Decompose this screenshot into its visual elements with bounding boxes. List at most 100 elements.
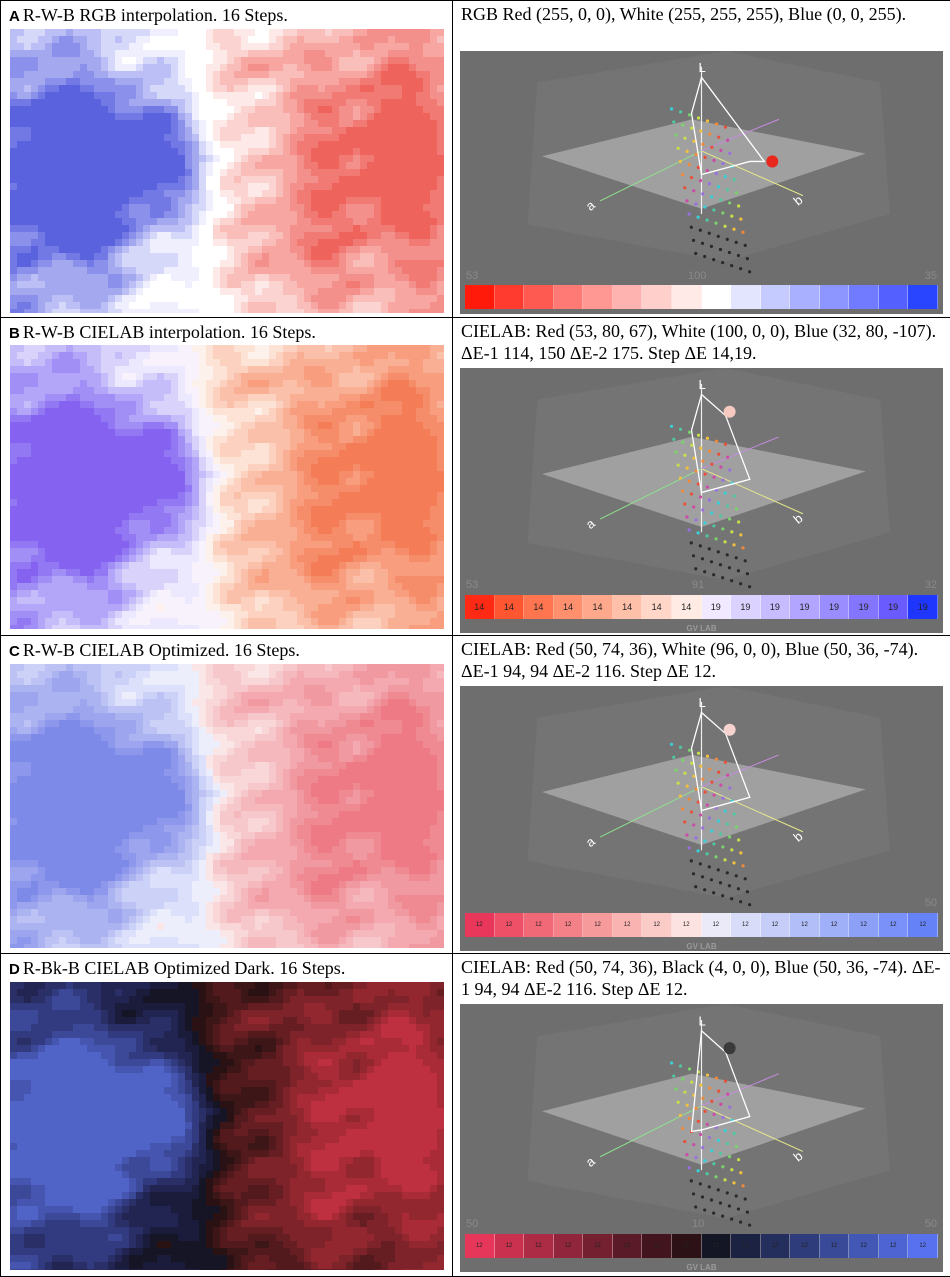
panel-c-gvlab: GV LAB: [460, 942, 943, 951]
panel-d-gvlab: GV LAB: [460, 1263, 943, 1272]
palette-marker: [724, 406, 736, 418]
panel-d-letter: D: [9, 961, 20, 978]
ramp-swatch: 12: [790, 1234, 820, 1258]
ramp-swatch: [879, 285, 909, 309]
ramp-swatch: 19: [849, 595, 879, 619]
ramp-swatch: 12: [613, 913, 643, 937]
ramp-swatch: 14: [672, 595, 702, 619]
ramp-swatch: 19: [702, 595, 732, 619]
ramp-swatch: [790, 285, 820, 309]
l-axis-label: L: [699, 695, 706, 710]
panel-a-corner-mid: 100: [688, 270, 706, 282]
panel-a-letter: A: [9, 8, 20, 25]
panel-a-corner-left: 53: [466, 270, 478, 282]
ramp-swatch: 12: [672, 1234, 702, 1258]
ramp-swatch: 12: [879, 913, 909, 937]
ramp-swatch: 12: [642, 1234, 672, 1258]
panel-d-description: CIELAB: Red (50, 74, 36), Black (4, 0, 0…: [453, 954, 950, 1000]
panel-c-contour-map: [10, 664, 444, 948]
panel-a-gamut-cell: RGB Red (255, 0, 0), White (255, 255, 25…: [453, 1, 950, 318]
ramp-swatch: 12: [554, 913, 584, 937]
palette-marker: [724, 724, 736, 736]
ramp-swatch: 12: [908, 913, 938, 937]
ramp-swatch: 19: [731, 595, 761, 619]
panel-b-corner-mid: 91: [692, 579, 704, 591]
panel-a-color-ramp: [465, 285, 938, 309]
ramp-swatch: 12: [583, 913, 613, 937]
panel-c-corner-right: 50: [925, 897, 937, 909]
ramp-swatch: 12: [465, 913, 495, 937]
panel-b-letter: B: [9, 325, 20, 342]
panel-b-corner-right: 32: [925, 579, 937, 591]
ramp-swatch: 12: [849, 913, 879, 937]
ramp-swatch: 12: [908, 1234, 938, 1258]
panel-d-corner-mid: 10: [692, 1218, 704, 1230]
ramp-swatch: 19: [879, 595, 909, 619]
ramp-swatch: [583, 285, 613, 309]
panel-d-contour-map: [10, 982, 444, 1270]
ramp-swatch: 12: [849, 1234, 879, 1258]
ramp-swatch: [849, 285, 879, 309]
panel-a-description: RGB Red (255, 0, 0), White (255, 255, 25…: [453, 1, 950, 25]
panel-c-caption-text: R-W-B CIELAB Optimized. 16 Steps.: [23, 640, 300, 660]
l-axis-label: L: [699, 60, 706, 75]
contour-cells: [10, 345, 444, 629]
ramp-swatch: 12: [583, 1234, 613, 1258]
ramp-swatch: 12: [731, 913, 761, 937]
ramp-swatch: 19: [790, 595, 820, 619]
ramp-swatch: 12: [465, 1234, 495, 1258]
l-axis-label: L: [699, 1013, 706, 1028]
ramp-swatch: [465, 285, 495, 309]
ramp-swatch: 12: [524, 913, 554, 937]
ramp-swatch: 19: [908, 595, 938, 619]
panel-d-corner-left: 50: [466, 1218, 478, 1230]
panel-b-caption-text: R-W-B CIELAB interpolation. 16 Steps.: [23, 322, 316, 342]
panel-b-gamut-cell: CIELAB: Red (53, 80, 67), White (100, 0,…: [453, 318, 950, 636]
ramp-swatch: 12: [879, 1234, 909, 1258]
ramp-swatch: 14: [613, 595, 643, 619]
panel-b-gvlab: GV LAB: [460, 624, 943, 633]
ramp-swatch: 12: [642, 913, 672, 937]
ramp-swatch: [524, 285, 554, 309]
panel-c-description: CIELAB: Red (50, 74, 36), White (96, 0, …: [453, 636, 950, 682]
panel-b-contour-map: [10, 345, 444, 629]
ramp-swatch: [702, 285, 732, 309]
panel-c-letter: C: [9, 643, 20, 660]
ramp-swatch: [820, 285, 850, 309]
ramp-swatch: [613, 285, 643, 309]
ramp-swatch: 12: [495, 913, 525, 937]
panel-a-corner-right: 35: [925, 270, 937, 282]
ramp-swatch: 14: [524, 595, 554, 619]
palette-marker: [724, 1042, 736, 1054]
ramp-swatch: 12: [613, 1234, 643, 1258]
ramp-swatch: 12: [761, 913, 791, 937]
ramp-swatch: 12: [524, 1234, 554, 1258]
contour-cells: [10, 982, 444, 1270]
ramp-swatch: [908, 285, 938, 309]
panel-d-caption-text: R-Bk-B CIELAB Optimized Dark. 16 Steps.: [23, 958, 345, 978]
ramp-swatch: [642, 285, 672, 309]
ramp-swatch: 14: [465, 595, 495, 619]
ramp-swatch: 12: [820, 913, 850, 937]
contour-cells: [10, 664, 444, 948]
panel-c-gamut-cell: CIELAB: Red (50, 74, 36), White (96, 0, …: [453, 636, 950, 954]
ramp-swatch: 14: [583, 595, 613, 619]
ramp-swatch: 12: [761, 1234, 791, 1258]
l-axis-label: L: [699, 377, 706, 392]
ramp-swatch: [761, 285, 791, 309]
ramp-swatch: [731, 285, 761, 309]
ramp-swatch: 12: [820, 1234, 850, 1258]
